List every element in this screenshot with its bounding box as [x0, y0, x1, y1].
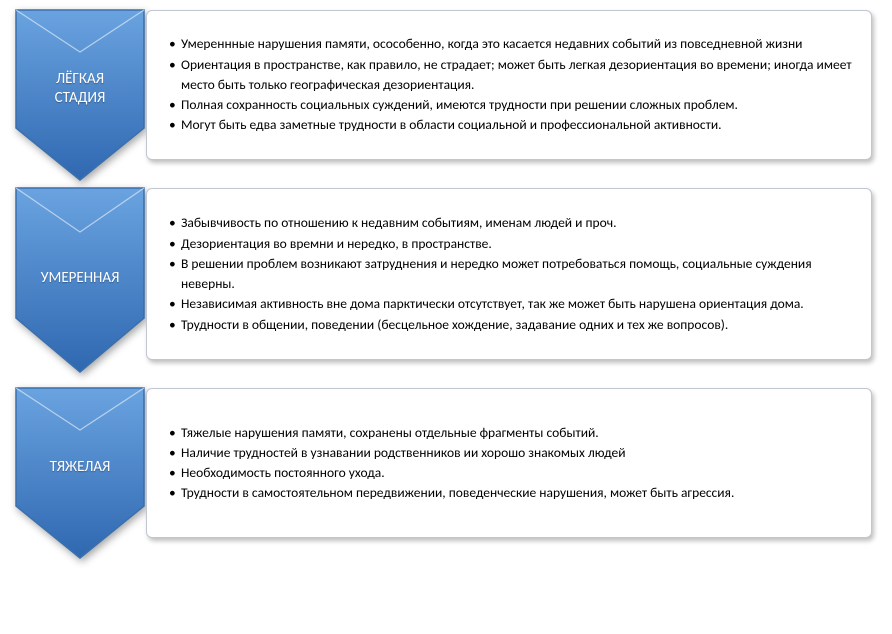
chevron-severe: ТЯЖЕЛАЯ: [10, 388, 150, 538]
chevron-moderate: УМЕРЕННАЯ: [10, 188, 150, 360]
list-item: Ориентация в пространстве, как правило, …: [169, 55, 855, 96]
list-item: Необходимость постоянного ухода.: [169, 463, 855, 483]
list-item: Забывчивость по отношению к недавним соб…: [169, 213, 855, 233]
list-item: Дезориентация во времни и нередко, в про…: [169, 234, 855, 254]
bullet-list-mild: Умереннные нарушения памяти, осособенно,…: [169, 34, 855, 135]
chevron-label-moderate: УМЕРЕННАЯ: [41, 261, 120, 288]
stage-row-moderate: УМЕРЕННАЯ Забывчивость по отношению к не…: [10, 188, 872, 360]
list-item: Трудности в самостоятельном передвижении…: [169, 483, 855, 503]
list-item: Трудности в общении, поведении (бесцельн…: [169, 315, 855, 335]
bullet-list-moderate: Забывчивость по отношению к недавним соб…: [169, 213, 855, 335]
stage-row-severe: ТЯЖЕЛАЯ Тяжелые нарушения памяти, сохран…: [10, 388, 872, 538]
list-item: Тяжелые нарушения памяти, сохранены отде…: [169, 423, 855, 443]
chevron-label-severe: ТЯЖЕЛАЯ: [50, 450, 111, 477]
list-item: В решении проблем возникают затруднения …: [169, 254, 855, 295]
bullet-list-severe: Тяжелые нарушения памяти, сохранены отде…: [169, 423, 855, 504]
list-item: Могут быть едва заметные трудности в обл…: [169, 115, 855, 135]
content-panel-mild: Умереннные нарушения памяти, осособенно,…: [146, 10, 872, 160]
list-item: Полная сохранность социальных суждений, …: [169, 95, 855, 115]
stage-row-mild: ЛЁГКАЯ СТАДИЯ Умереннные нарушения памят…: [10, 10, 872, 160]
list-item: Умереннные нарушения памяти, осособенно,…: [169, 34, 855, 54]
list-item: Независимая активность вне дома парктиче…: [169, 294, 855, 314]
content-panel-moderate: Забывчивость по отношению к недавним соб…: [146, 188, 872, 360]
content-panel-severe: Тяжелые нарушения памяти, сохранены отде…: [146, 388, 872, 538]
list-item: Наличие трудностей в узнавании родственн…: [169, 443, 855, 463]
chevron-mild: ЛЁГКАЯ СТАДИЯ: [10, 10, 150, 160]
chevron-label-mild: ЛЁГКАЯ СТАДИЯ: [55, 62, 106, 108]
